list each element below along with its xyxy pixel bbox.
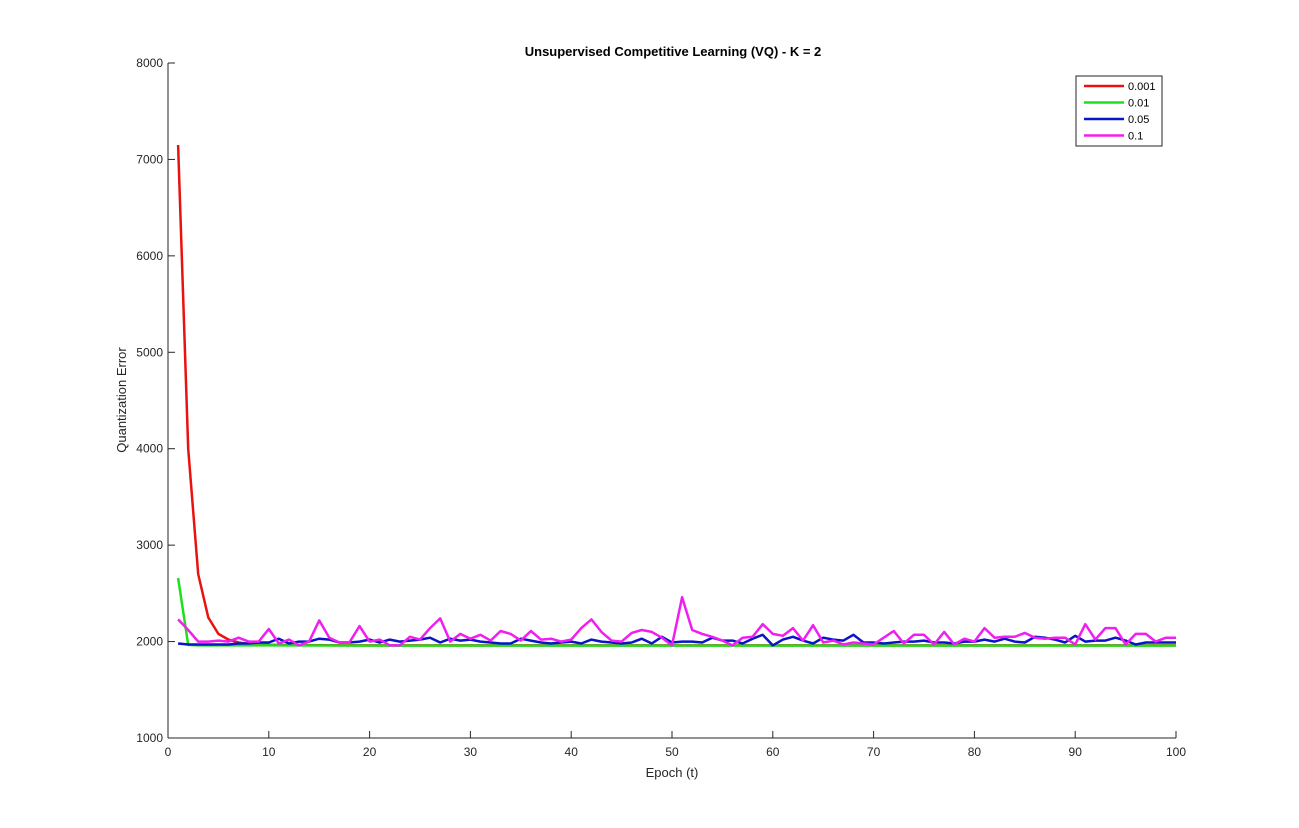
plot-area: 0 10 20 30 40 50 60 70 80 90 100 1000 2000 3000 4000 5…: [136, 56, 1186, 759]
x-tick-label: 30: [464, 745, 478, 759]
series-line-0-1: [177, 595, 1176, 647]
x-tick-label: 70: [867, 745, 881, 759]
y-axis-ticks: 1000 2000 3000 4000 5000 6000 7000 8000: [136, 56, 175, 745]
y-tick-label: 2000: [136, 635, 163, 649]
x-tick-label: 0: [165, 745, 172, 759]
y-tick-label: 4000: [136, 442, 163, 456]
y-tick-label: 3000: [136, 538, 163, 552]
legend: 0.001 0.01 0.05 0.1: [1075, 75, 1163, 147]
series-line-0-001: [176, 144, 1176, 647]
chart-title: Unsupervised Competitive Learning (VQ) -…: [525, 44, 822, 59]
y-tick-label: 8000: [136, 56, 163, 70]
x-tick-label: 10: [262, 745, 276, 759]
y-tick-label: 6000: [136, 249, 163, 263]
y-tick-label: 7000: [136, 152, 163, 166]
y-tick-label: 5000: [136, 345, 163, 359]
x-tick-label: 90: [1069, 745, 1083, 759]
legend-label: 0.1: [1128, 131, 1143, 143]
x-axis-title: Epoch (t): [646, 765, 699, 780]
legend-label: 0.001: [1128, 81, 1156, 93]
x-tick-label: 100: [1166, 745, 1186, 759]
legend-label: 0.05: [1128, 114, 1149, 126]
x-axis-ticks: 0 10 20 30 40 50 60 70 80 90 100: [165, 731, 1186, 759]
x-tick-label: 80: [968, 745, 982, 759]
x-tick-label: 20: [363, 745, 377, 759]
y-tick-label: 1000: [136, 731, 163, 745]
y-axis-title: Quantization Error: [114, 347, 129, 453]
legend-label: 0.01: [1128, 98, 1149, 110]
series-layer: [176, 144, 1176, 647]
x-tick-label: 60: [766, 745, 780, 759]
x-tick-label: 40: [565, 745, 579, 759]
x-tick-label: 50: [665, 745, 679, 759]
